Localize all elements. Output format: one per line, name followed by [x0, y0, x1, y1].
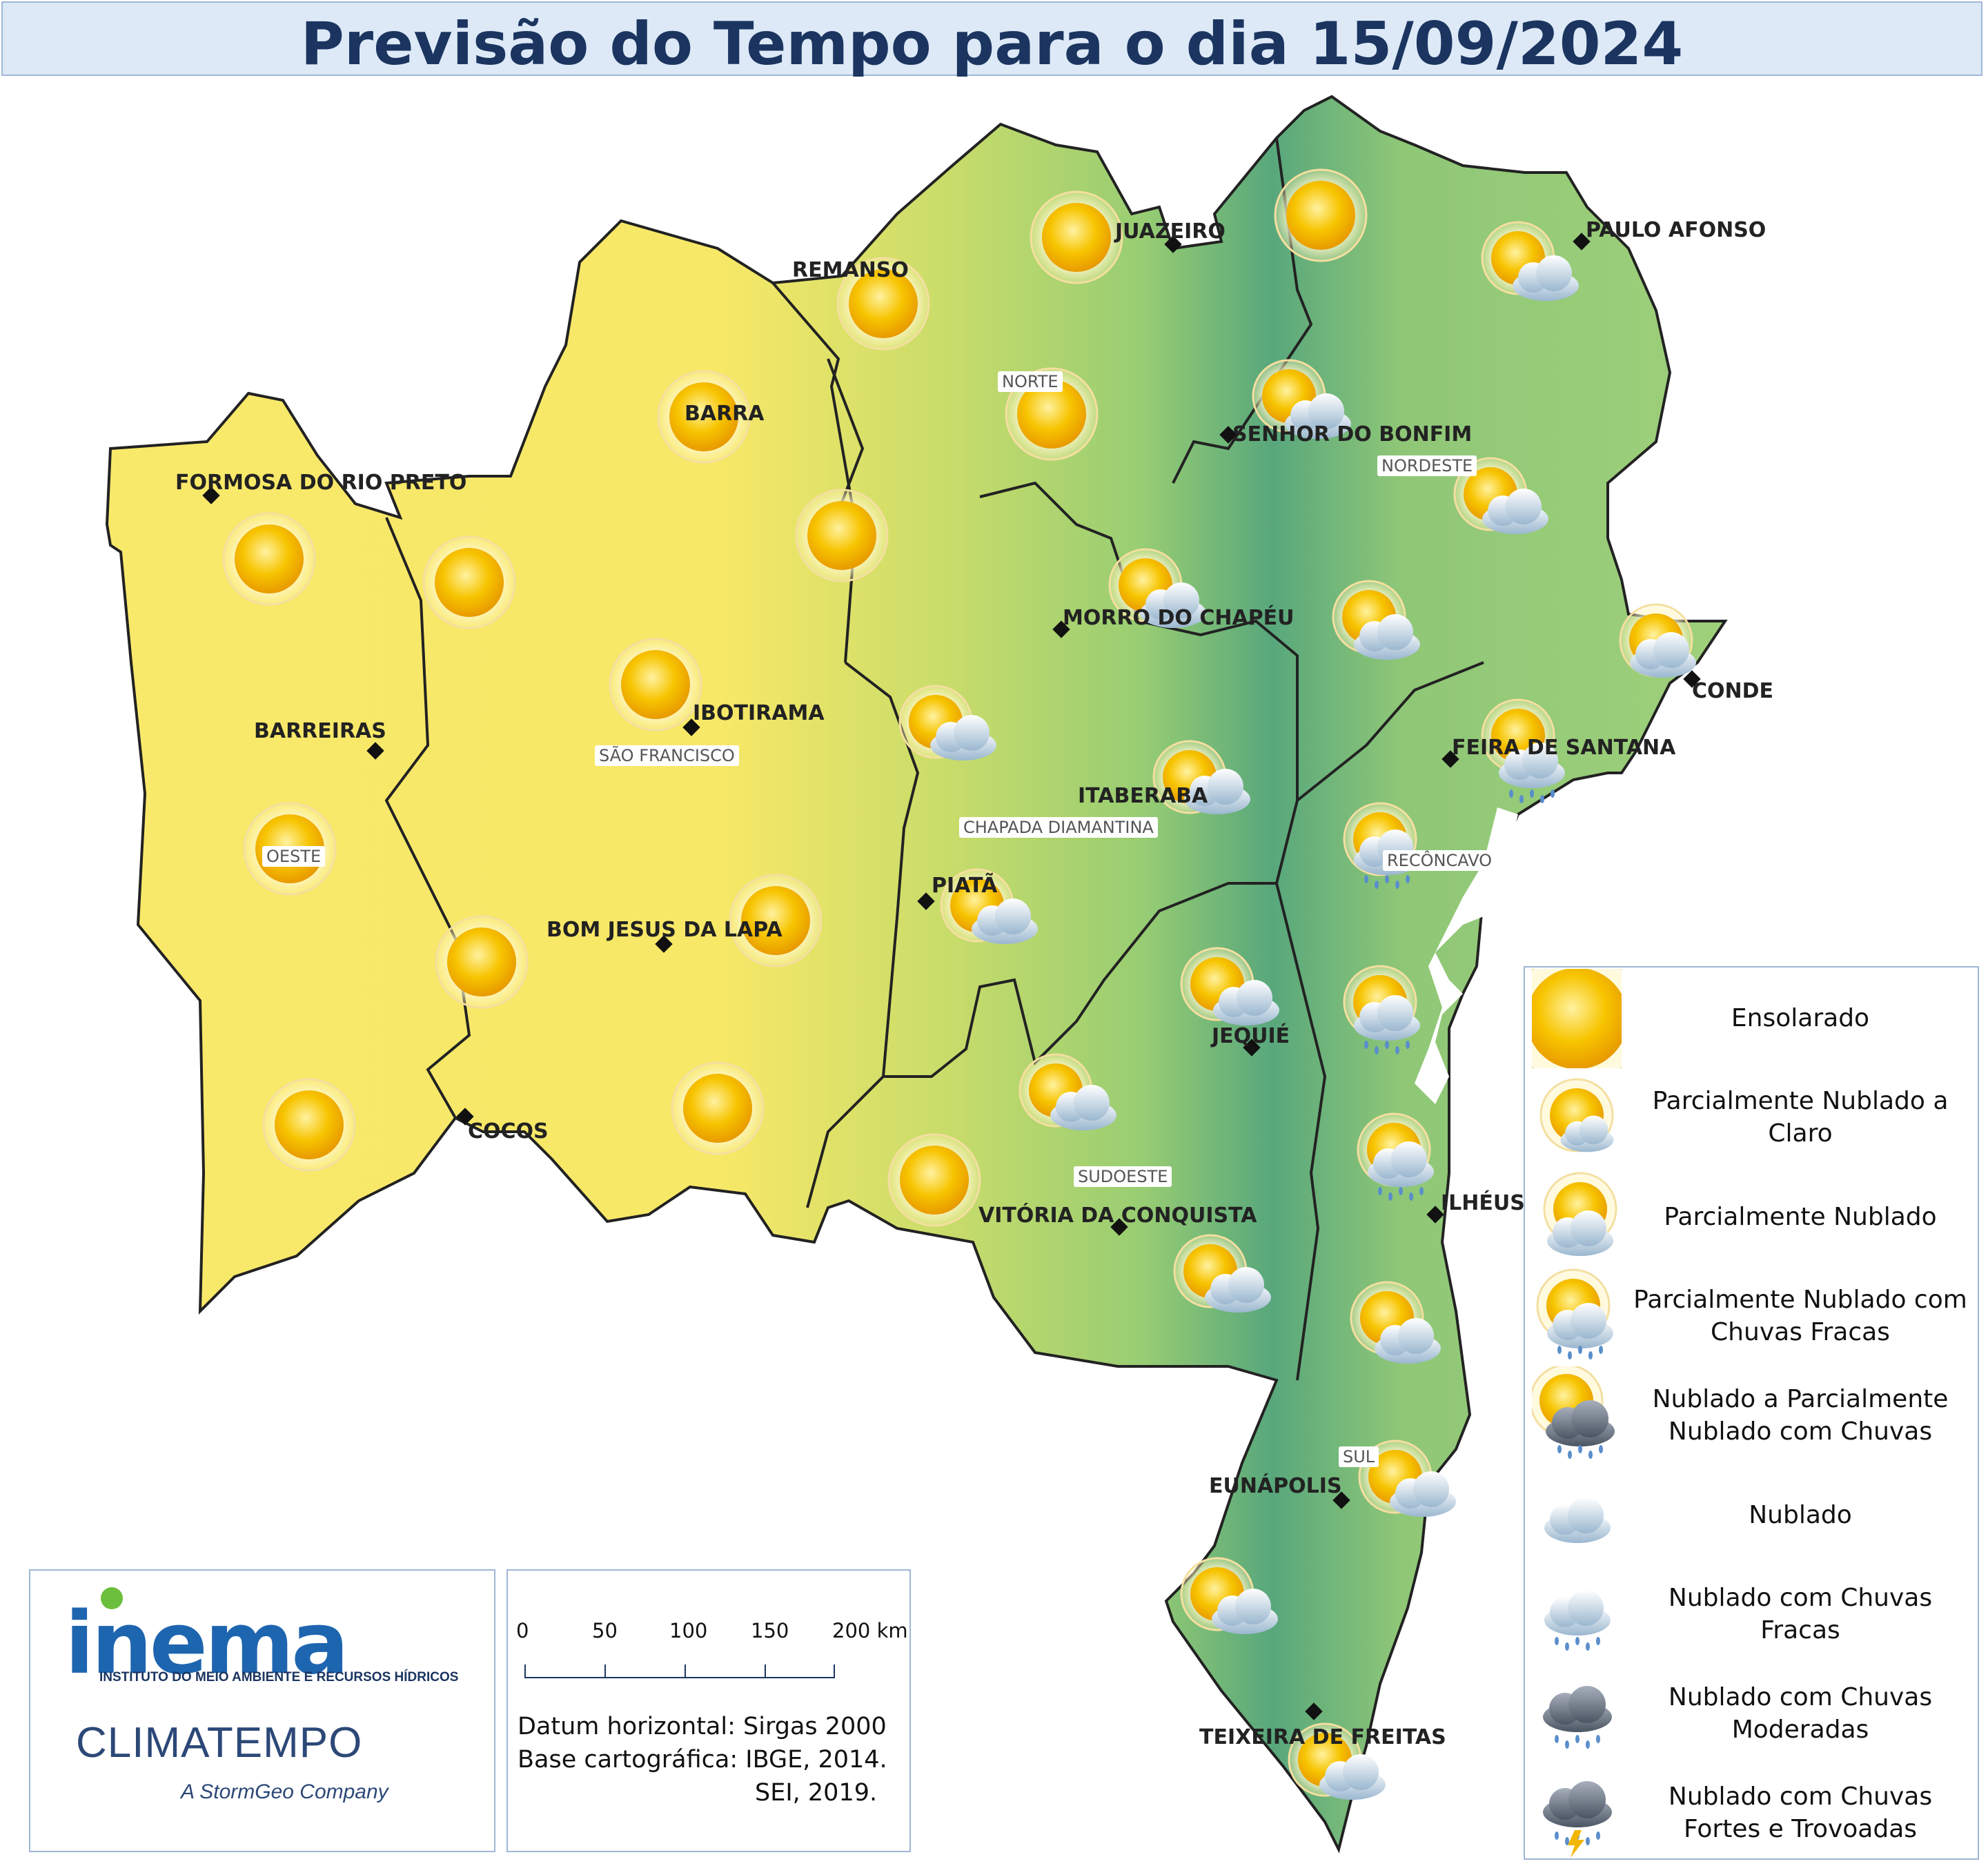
sun-dark-cloud-rain-icon — [1532, 1366, 1615, 1459]
sun-icon — [795, 489, 889, 582]
legend-item: Nublado com Chuvas Fracas — [1525, 1565, 1978, 1664]
legend-label: Nublado com Chuvas Fortes e Trovoadas — [1668, 1782, 1933, 1843]
datum-line-2: Base cartográfica: IBGE, 2014. — [518, 1746, 887, 1774]
region-label-nordeste: NORDESTE — [1377, 455, 1477, 476]
storm-cloud-icon — [1543, 1781, 1612, 1858]
scale-panel — [506, 1569, 911, 1852]
sun-icon — [222, 512, 316, 606]
scale-tick-label: 150 — [751, 1619, 789, 1642]
city-label-conde: CONDE — [1692, 679, 1774, 703]
legend-item: Ensolarado — [1525, 969, 1978, 1068]
region-label-reconcavo: RECÔNCAVO — [1383, 850, 1496, 871]
cloud-icon — [1544, 1497, 1611, 1543]
city-label-remanso: REMANSO — [792, 258, 909, 282]
legend-label: Nublado com Chuvas Fracas — [1668, 1584, 1933, 1644]
inema-logo: inema — [65, 1594, 349, 1693]
legend-item: Nublado — [1525, 1466, 1978, 1565]
sun-icon — [1274, 168, 1368, 262]
sun-icon — [609, 638, 702, 731]
sun-cloud-icon — [1543, 1172, 1617, 1256]
city-label-senhor-do-bonfim: SENHOR DO BONFIM — [1232, 422, 1473, 446]
scale-tick-label: 50 — [592, 1619, 618, 1642]
legend-label: Parcialmente Nublado a Claro — [1652, 1087, 1949, 1148]
city-label-barreiras: BARREIRAS — [254, 719, 386, 743]
legend-item: Nublado a Parcialmente Nublado com Chuva… — [1525, 1366, 1978, 1466]
sun-icon — [435, 915, 529, 1009]
city-label-ibotirama: IBOTIRAMA — [693, 701, 825, 725]
cloud-light-rain-icon — [1544, 1590, 1611, 1651]
sun-small-cloud-icon — [1539, 1078, 1614, 1152]
climatempo-logo: CLIMATEMPO — [76, 1719, 363, 1767]
city-label-paulo-afonso: PAULO AFONSO — [1586, 218, 1766, 242]
city-label-itaberaba: ITABERABA — [1078, 784, 1208, 808]
sun-icon — [422, 536, 516, 629]
region-label-oeste: OESTE — [262, 846, 326, 867]
legend-label: Ensolarado — [1731, 1003, 1870, 1032]
inema-logo-subtitle: INSTITUTO DO MEIO AMBIENTE E RECURSOS HÍ… — [99, 1670, 459, 1685]
sun-icon — [1532, 969, 1622, 1068]
legend-item: Parcialmente Nublado — [1525, 1168, 1978, 1267]
sun-icon — [887, 1133, 981, 1227]
legend-item: Nublado com Chuvas Fortes e Trovoadas — [1525, 1764, 1978, 1863]
sun-icon — [262, 1078, 356, 1172]
logos-panel — [29, 1569, 495, 1852]
inema-logo-dot — [101, 1587, 123, 1609]
bahia-state-shape — [105, 95, 1728, 1854]
region-label-sul: SUL — [1339, 1446, 1379, 1467]
map-title: Previsão do Tempo para o dia 15/09/2024 — [300, 10, 1684, 79]
scale-tick — [524, 1664, 526, 1678]
region-label-norte: NORTE — [998, 371, 1063, 392]
scale-tick-label: 100 — [669, 1619, 708, 1642]
sun-cloud-light-rain-icon — [1536, 1268, 1613, 1359]
scale-tick — [604, 1664, 606, 1678]
datum-line-1: Datum horizontal: Sirgas 2000 — [518, 1713, 887, 1740]
scale-tick — [685, 1664, 686, 1678]
todos-os-santos-bay — [1415, 807, 1518, 1104]
city-label-morro-do-chapeu: MORRO DO CHAPÉU — [1063, 606, 1295, 630]
legend-label: Nublado com Chuvas Moderadas — [1668, 1683, 1933, 1744]
scale-bar — [524, 1677, 834, 1678]
dark-cloud-rain-icon — [1543, 1686, 1612, 1749]
legend-label: Nublado — [1749, 1500, 1852, 1529]
scale-tick-label: 0 — [516, 1619, 529, 1642]
city-label-barra: BARRA — [685, 402, 765, 426]
city-label-vitoria-da-conquista: VITÓRIA DA CONQUISTA — [978, 1204, 1257, 1228]
city-label-cocos: COCOS — [468, 1119, 549, 1143]
region-label-chapada-diamantina: CHAPADA DIAMANTINA — [959, 817, 1158, 838]
city-label-jequie: JEQUIÉ — [1212, 1024, 1290, 1048]
city-label-juazeiro: JUAZEIRO — [1115, 219, 1226, 244]
scale-tick — [765, 1664, 766, 1678]
city-label-eunapolis: EUNÁPOLIS — [1209, 1474, 1342, 1498]
city-label-bom-jesus-da-lapa: BOM JESUS DA LAPA — [547, 918, 783, 942]
city-label-ilheus: ILHÉUS — [1441, 1191, 1525, 1215]
region-label-sao-francisco: SÃO FRANCISCO — [595, 745, 739, 766]
legend-label: Parcialmente Nublado — [1664, 1202, 1937, 1231]
stormgeo-tagline: A StormGeo Company — [181, 1780, 388, 1803]
sun-icon — [1030, 190, 1123, 284]
legend-item: Parcialmente Nublado com Chuvas Fracas — [1525, 1267, 1978, 1366]
legend-label: Nublado a Parcialmente Nublado com Chuva… — [1652, 1385, 1949, 1446]
region-label-sudoeste: SUDOESTE — [1074, 1166, 1172, 1187]
legend-item: Parcialmente Nublado a Claro — [1525, 1068, 1978, 1168]
title-bar: Previsão do Tempo para o dia 15/09/2024 — [1, 1, 1982, 79]
city-label-teixeira-de-freitas: TEIXEIRA DE FREITAS — [1199, 1725, 1446, 1749]
city-label-formosa-do-rio-preto: FORMOSA DO RIO PRETO — [175, 471, 467, 495]
scale-tick — [834, 1664, 835, 1678]
city-label-piata: PIATÃ — [932, 874, 998, 898]
datum-line-3: SEI, 2019. — [755, 1779, 878, 1807]
sun-icon — [671, 1061, 765, 1155]
weather-legend: Ensolarado Parcialmente Nublado a Claro … — [1524, 966, 1979, 1860]
legend-label: Parcialmente Nublado com Chuvas Fracas — [1633, 1286, 1967, 1346]
legend-item: Nublado com Chuvas Moderadas — [1525, 1664, 1978, 1764]
scale-tick-label: 200 km — [832, 1619, 908, 1642]
city-label-feira-de-santana: FEIRA DE SANTANA — [1452, 736, 1676, 760]
